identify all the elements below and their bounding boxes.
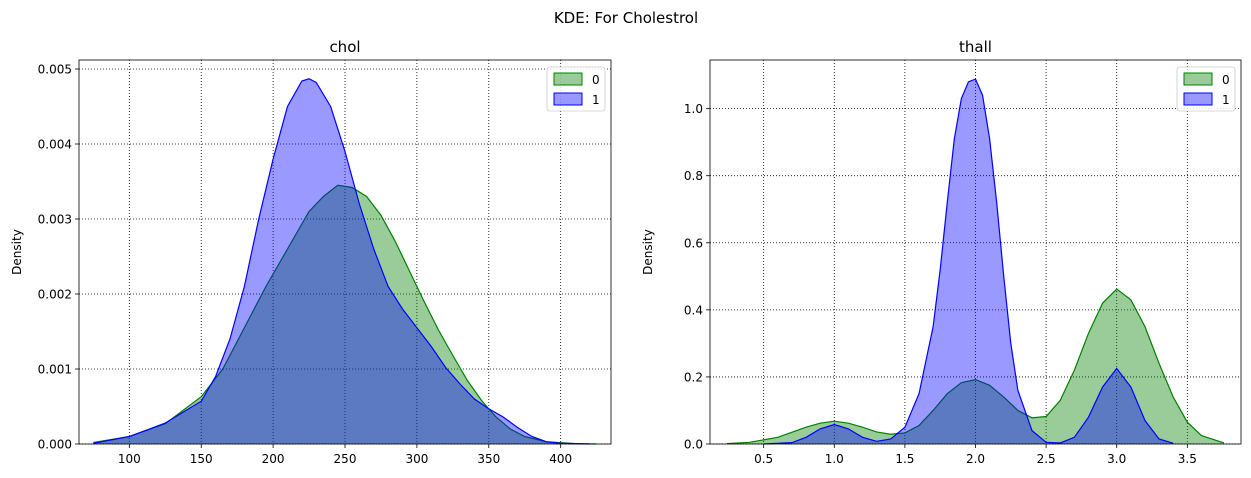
- thall-legend-label-1: 1: [1222, 93, 1230, 107]
- chol-x-ticks: 100 150 200 250 300 350 400: [118, 444, 572, 466]
- thall-density-line-0: [726, 288, 1225, 445]
- chol-area-fill-0: [93, 185, 597, 444]
- chol-x-tick-label-3: 250: [334, 452, 357, 466]
- chol-legend-label-1: 1: [592, 93, 600, 107]
- thall-y-tick-label-0: 0.0: [684, 438, 703, 452]
- chol-y-ticks: 0.000 0.001 0.002 0.003 0.004 0.005: [38, 63, 79, 452]
- thall-x-tick-label-4: 2.5: [1037, 452, 1056, 466]
- thall-title: thall: [959, 38, 992, 56]
- chol-y-tick-label-5: 0.005: [38, 63, 72, 77]
- chol-density-line-1: [93, 78, 590, 445]
- chol-y-axis-label: Density: [10, 229, 24, 275]
- chol-y-tick-label-4: 0.004: [38, 138, 72, 152]
- thall-y-tick-label-2: 0.4: [684, 303, 703, 317]
- chol-subplot: 100 150 200 250 300 350 400 0.0000.0010.0020.0…: [10, 38, 612, 466]
- chol-y-tick-label-0: 0.000: [38, 438, 72, 452]
- thall-y-tick-label-5: 1.0: [684, 102, 703, 116]
- thall-x-tick-label-1: 1.0: [825, 452, 844, 466]
- chol-title: chol: [329, 38, 360, 56]
- chol-legend: 01: [546, 66, 606, 112]
- chol-legend-swatch-0: [553, 72, 583, 86]
- thall-y-axis-label: Density: [641, 229, 655, 275]
- thall-x-tick-label-6: 3.5: [1178, 452, 1197, 466]
- thall-x-tick-label-3: 2.0: [966, 452, 985, 466]
- chol-x-tick-label-4: 300: [405, 452, 428, 466]
- chol-legend-label-0: 0: [592, 73, 600, 87]
- chol-density-areas: [93, 78, 597, 445]
- chol-x-tick-label-2: 200: [262, 452, 285, 466]
- thall-legend-box: [1176, 66, 1236, 112]
- chol-density-line-0: [93, 184, 597, 445]
- thall-x-tick-label-2: 1.5: [895, 452, 914, 466]
- chol-x-tick-label-1: 150: [190, 452, 213, 466]
- chol-y-tick-label-1: 0.001: [38, 363, 72, 377]
- chol-x-tick-label-0: 100: [118, 452, 141, 466]
- thall-density-areas: [726, 78, 1225, 445]
- thall-legend-swatch-1: [1183, 92, 1213, 106]
- thall-subplot: 0.5 1.0 1.5 2.0 2.5 3.0 3.5 0.0 0.2 0.4 0.6 0.8 1.0…: [641, 38, 1242, 466]
- thall-y-tick-label-4: 0.8: [684, 169, 703, 183]
- chol-area-fill-1: [93, 78, 590, 444]
- chol-x-tick-label-6: 400: [549, 452, 572, 466]
- chol-gridlines: [79, 60, 611, 445]
- thall-y-tick-label-1: 0.2: [684, 370, 703, 384]
- thall-gridlines: [710, 60, 1241, 445]
- thall-density-line-1: [763, 78, 1174, 445]
- chol-y-tick-label-2: 0.002: [38, 288, 72, 302]
- thall-y-ticks: 0.0 0.2 0.4 0.6 0.8 1.0: [684, 102, 710, 452]
- thall-legend-label-0: 0: [1222, 73, 1230, 87]
- thall-legend-swatch-0: [1183, 72, 1213, 86]
- chol-legend-swatch-1: [553, 92, 583, 106]
- chol-y-tick-label-3: 0.003: [38, 213, 72, 227]
- thall-x-tick-label-5: 3.0: [1107, 452, 1126, 466]
- chol-x-tick-label-5: 350: [477, 452, 500, 466]
- thall-area-fill-0: [726, 289, 1225, 444]
- thall-y-tick-label-3: 0.6: [684, 236, 703, 250]
- thall-x-tick-label-0: 0.5: [754, 452, 773, 466]
- thall-legend: 01: [1176, 66, 1236, 112]
- chol-legend-box: [546, 66, 606, 112]
- figure-suptitle: KDE: For Cholestrol: [554, 9, 698, 27]
- thall-x-ticks: 0.5 1.0 1.5 2.0 2.5 3.0 3.5: [754, 444, 1197, 466]
- thall-area-fill-1: [763, 79, 1174, 445]
